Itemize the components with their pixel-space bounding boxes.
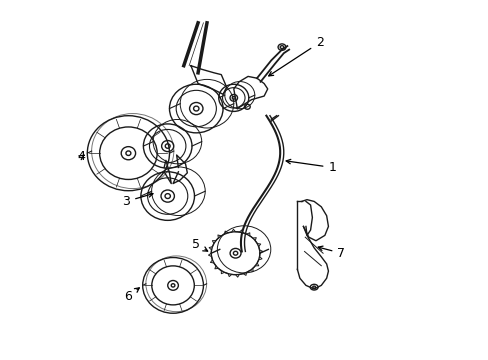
Text: 7: 7 xyxy=(318,246,345,260)
Text: 3: 3 xyxy=(122,193,153,208)
Text: 2: 2 xyxy=(268,36,323,76)
Text: 4: 4 xyxy=(78,150,85,163)
Text: 5: 5 xyxy=(191,238,207,251)
Text: 1: 1 xyxy=(285,159,336,174)
Text: 6: 6 xyxy=(124,288,139,303)
